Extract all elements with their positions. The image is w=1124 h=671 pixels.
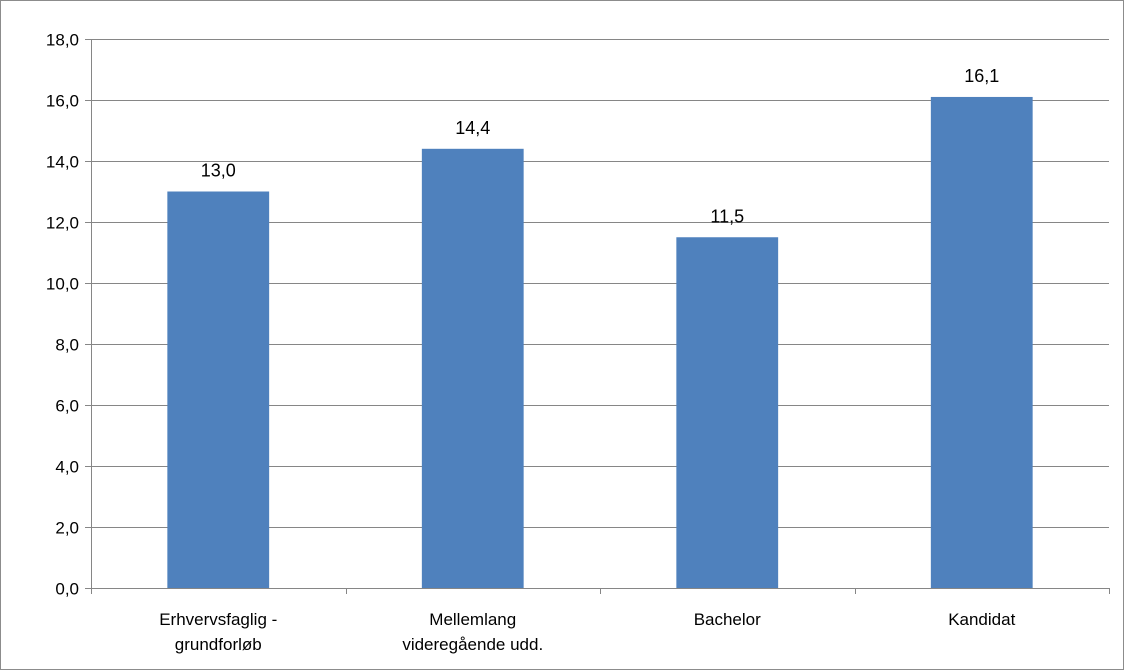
y-tick-label: 10,0 — [46, 275, 79, 294]
y-tick-label: 18,0 — [46, 31, 79, 50]
x-tick-label: Bachelor — [694, 610, 761, 629]
data-label: 14,4 — [455, 118, 490, 138]
y-tick-label: 8,0 — [55, 336, 79, 355]
data-label: 13,0 — [201, 161, 236, 181]
y-tick-label: 6,0 — [55, 397, 79, 416]
y-tick-label: 16,0 — [46, 92, 79, 111]
category-labels: Erhvervsfaglig -grundforløb Mellemlang vid… — [159, 610, 1015, 654]
x-tick-label: Erhvervsfaglig -grundforløb — [159, 610, 277, 654]
bars — [167, 96, 1033, 589]
bar — [676, 237, 779, 588]
y-tick-label: 0,0 — [55, 580, 79, 599]
bar — [421, 148, 524, 589]
y-tick-label: 14,0 — [46, 153, 79, 172]
y-tick-labels: 0,0 2,0 4,0 6,0 8,0 10,0 12,0 14,0 16,0 18,0 — [46, 31, 79, 599]
bar — [167, 191, 270, 588]
data-labels: 13,0 14,4 11,5 16,1 — [201, 66, 1000, 226]
data-label: 16,1 — [964, 66, 999, 86]
x-tick-label: Kandidat — [948, 610, 1015, 629]
y-tick-label: 12,0 — [46, 214, 79, 233]
y-tick-label: 4,0 — [55, 458, 79, 477]
y-tick-label: 2,0 — [55, 519, 79, 538]
data-label: 11,5 — [710, 206, 744, 226]
x-tick-label: Mellemlang videregående udd. — [402, 610, 543, 654]
bar — [930, 96, 1033, 588]
axes — [85, 39, 1110, 594]
